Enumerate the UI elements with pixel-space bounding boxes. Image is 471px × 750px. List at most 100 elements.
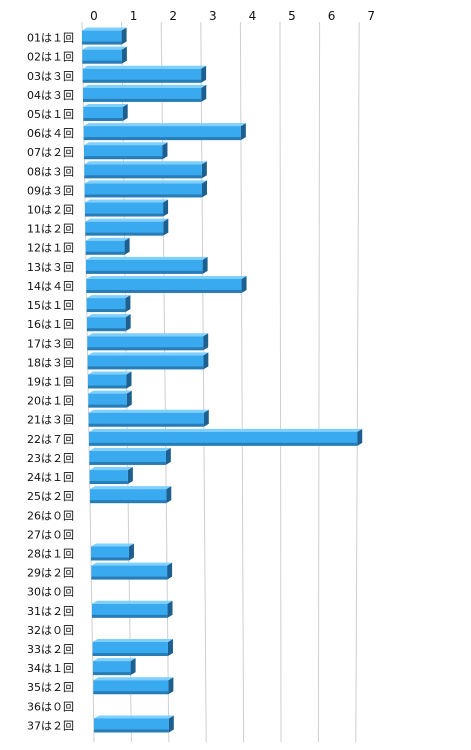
bar-top: [85, 218, 169, 222]
category-label: 14は４回: [27, 280, 74, 293]
category-label: 26は０回: [27, 509, 74, 522]
bar: [84, 161, 207, 179]
bar-side: [125, 295, 131, 313]
x-tick-label: 2: [169, 9, 177, 23]
bar-top: [88, 409, 209, 413]
category-label: 22は７回: [27, 433, 74, 446]
bar: [88, 409, 209, 427]
bar-shadow: [87, 347, 204, 351]
bar-face: [88, 412, 204, 427]
bar-side: [125, 314, 131, 332]
category-label: 16は１回: [27, 318, 74, 331]
bar-side: [241, 275, 247, 293]
bar-face: [82, 68, 202, 83]
category-label: 12は１回: [27, 242, 74, 255]
bar-top: [94, 715, 174, 719]
bar: [85, 218, 169, 236]
category-label: 10は２回: [27, 204, 74, 217]
x-tick-label: 1: [130, 9, 138, 23]
bar-top: [91, 543, 134, 547]
bar-top: [82, 46, 127, 50]
bar: [82, 46, 127, 64]
grid-line-7: [355, 21, 360, 743]
bar-face: [85, 202, 164, 217]
bar: [85, 199, 169, 217]
x-axis-ticks: 0 1 2 3 4 5 6 7: [90, 9, 375, 23]
bar-side: [121, 46, 127, 64]
bar-shadow: [93, 691, 169, 695]
bar-shadow: [92, 653, 168, 657]
bar-shadow: [92, 614, 168, 618]
category-label: 30は０回: [27, 586, 74, 599]
bar-shadow: [84, 156, 163, 160]
bar-top: [89, 447, 171, 451]
bar: [84, 180, 207, 198]
bar-top: [91, 562, 173, 566]
category-label: 15は１回: [27, 299, 74, 312]
x-tick-label: 3: [209, 9, 217, 23]
bar-face: [91, 546, 129, 561]
bar: [88, 390, 132, 408]
bar-face: [83, 87, 202, 102]
bar-face: [87, 317, 126, 332]
bar-face: [89, 470, 128, 485]
category-label: 37は２回: [27, 719, 74, 732]
bar-face: [85, 240, 125, 255]
bar-top: [83, 123, 246, 127]
category-label: 07は２回: [27, 146, 74, 159]
bar-top: [87, 352, 209, 356]
bar-side: [201, 161, 207, 179]
bar-face: [83, 126, 241, 141]
bar-face: [86, 278, 242, 293]
category-label: 17は３回: [27, 337, 74, 350]
category-label: 06は４回: [27, 127, 74, 140]
category-label: 20は１回: [27, 395, 74, 408]
category-label: 01は１回: [27, 32, 74, 45]
bar-side: [163, 199, 169, 217]
bar-face: [90, 489, 167, 504]
bar-top: [84, 180, 207, 184]
category-label: 34は１回: [27, 662, 74, 675]
bar: [85, 237, 130, 255]
bar-side: [167, 600, 173, 618]
bar-shadow: [93, 672, 131, 676]
bar-face: [89, 450, 166, 465]
bar-top: [86, 295, 131, 299]
bar: [92, 600, 173, 618]
bar-top: [93, 677, 174, 681]
x-tick-label: 0: [90, 9, 98, 23]
bar: [93, 677, 174, 695]
bar-side: [126, 390, 132, 408]
bar-face: [92, 603, 168, 618]
bar-face: [93, 661, 131, 676]
bar-face: [83, 106, 123, 121]
bar-shadow: [90, 500, 167, 504]
bar-shadow: [86, 309, 126, 313]
category-label: 23は２回: [27, 452, 74, 465]
grid-lines: [81, 21, 360, 743]
bar-side: [201, 84, 207, 102]
category-label: 32は０回: [27, 624, 74, 637]
bar-shadow: [87, 366, 204, 370]
bar-top: [85, 237, 130, 241]
bar: [93, 658, 136, 676]
category-label: 27は０回: [27, 528, 74, 541]
bar-face: [84, 145, 163, 160]
bar: [88, 371, 132, 389]
bar-top: [83, 103, 128, 107]
bar-face: [87, 355, 204, 370]
bar-side: [203, 333, 209, 351]
bar-top: [92, 639, 173, 643]
bar-face: [88, 374, 127, 389]
bar-shadow: [86, 270, 203, 274]
category-label: 24は１回: [27, 471, 74, 484]
bar: [87, 352, 209, 370]
category-label: 25は２回: [27, 490, 74, 503]
bar-face: [82, 49, 122, 64]
bar: [92, 639, 173, 657]
bar-shadow: [84, 194, 202, 198]
bar-top: [84, 161, 207, 165]
bar-shadow: [91, 576, 168, 580]
bar-shadow: [83, 98, 202, 102]
bar-side: [165, 447, 171, 465]
